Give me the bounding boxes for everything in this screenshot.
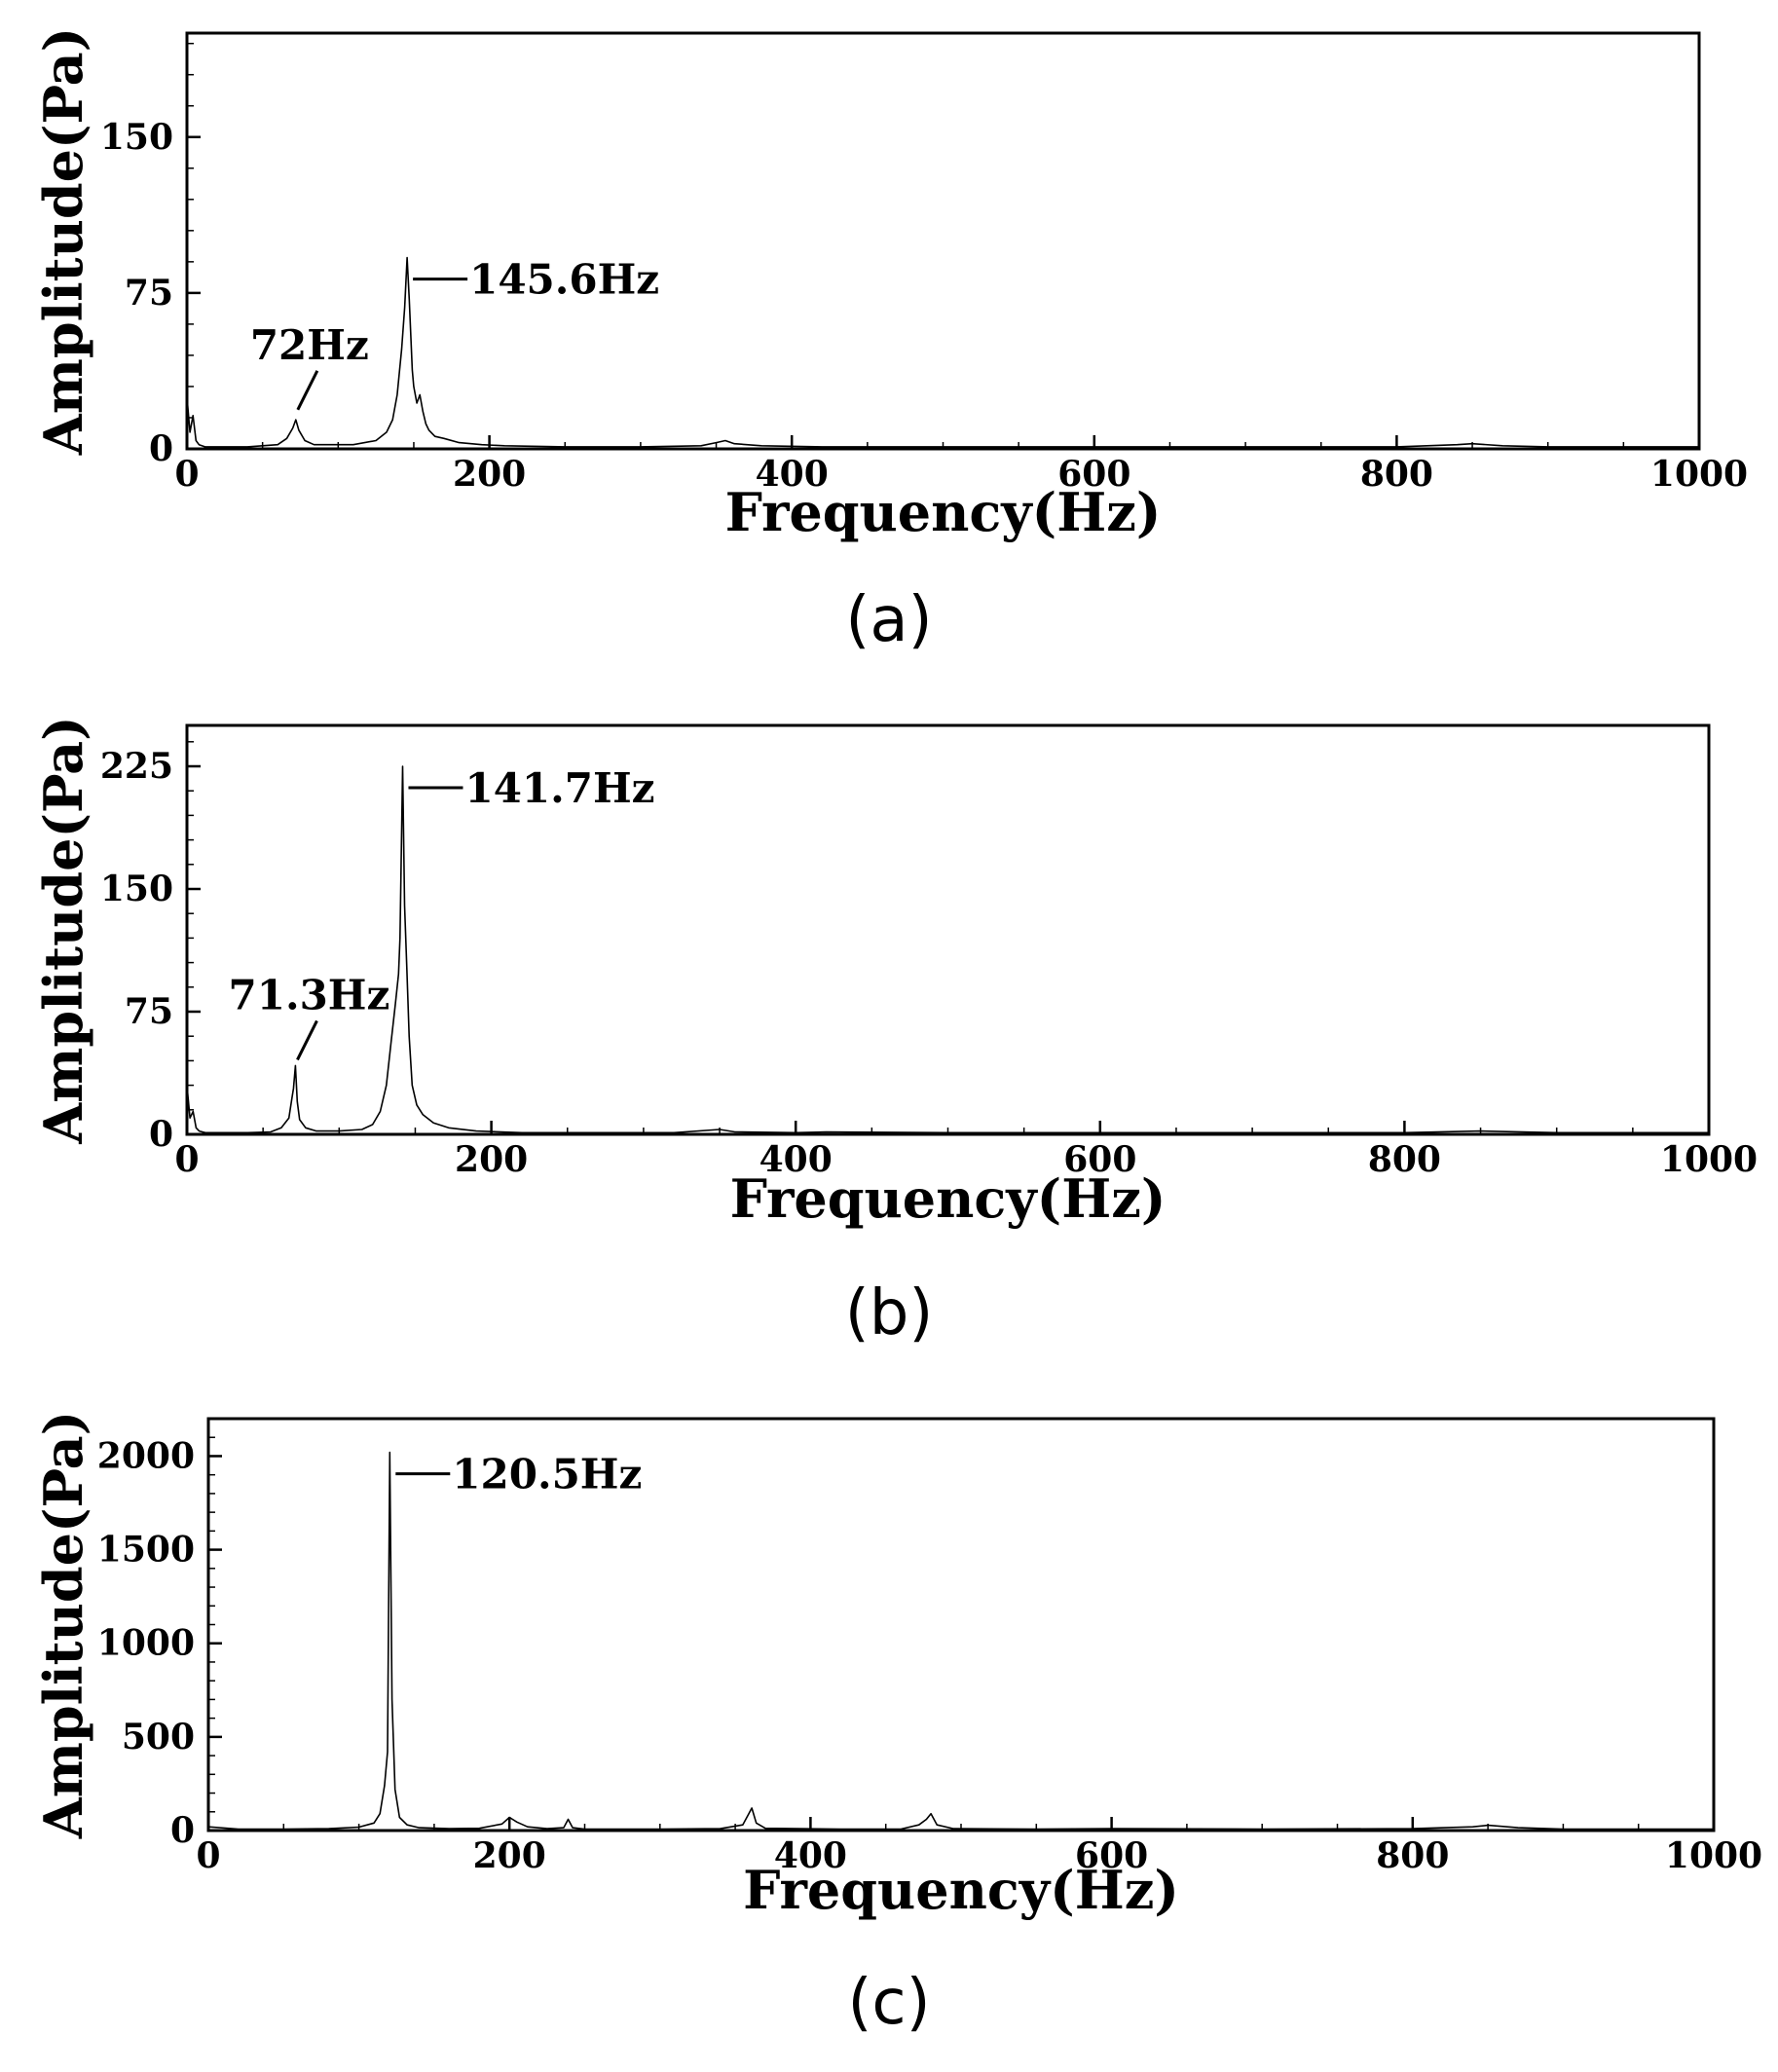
peak-annotation-label: 141.7Hz <box>464 764 654 812</box>
x-tick-label: 800 <box>1360 454 1433 495</box>
subpeak-leader-line <box>296 370 319 411</box>
spectrum-series-line <box>186 256 1699 448</box>
x-axis-title: Frequency(Hz) <box>725 481 1162 543</box>
y-axis-title: Amplitude(Pa) <box>32 1411 94 1839</box>
y-tick-label: 150 <box>100 869 173 909</box>
x-tick-label: 200 <box>455 1139 528 1180</box>
x-tick-label: 400 <box>774 1835 847 1876</box>
chart-panel-c: 0 200 400 600 800 1000 0 500 1000 1500 2000 Frequen… <box>32 1411 1762 2039</box>
y-tick-label: 75 <box>125 273 173 314</box>
plot-frame <box>206 1417 1716 1832</box>
x-tick-label: 1000 <box>1650 454 1748 495</box>
y-axis-title: Amplitude(Pa) <box>32 27 94 456</box>
x-tick-label: 400 <box>756 454 829 495</box>
subpeak-leader-line <box>296 1019 318 1061</box>
panel-label: (b) <box>845 1277 934 1350</box>
x-tick-label: 400 <box>759 1139 833 1180</box>
x-tick-label: 0 <box>174 454 199 495</box>
y-tick-label: 225 <box>100 746 173 787</box>
panel-label: (c) <box>847 1967 930 2039</box>
y-tick-label: 0 <box>149 428 173 469</box>
peak-annotation-label: 120.5Hz <box>452 1451 642 1498</box>
x-tick-label: 200 <box>453 454 526 495</box>
x-tick-label: 800 <box>1368 1139 1441 1180</box>
x-axis-title: Frequency(Hz) <box>730 1167 1167 1230</box>
panel-label: (a) <box>845 584 932 656</box>
x-tick-label: 1000 <box>1665 1835 1762 1876</box>
spectrum-series-line <box>207 1451 1714 1831</box>
peak-annotation-label: 145.6Hz <box>469 256 659 304</box>
y-tick-label: 2000 <box>97 1435 195 1476</box>
chart-panel-a: 0 200 400 600 800 1000 0 75 150 Frequency(Hz) Ampl… <box>32 27 1748 656</box>
x-tick-label: 0 <box>174 1139 199 1180</box>
y-tick-label: 1500 <box>97 1530 195 1571</box>
x-axis-title: Frequency(Hz) <box>743 1859 1179 1921</box>
spectrum-series-line <box>186 765 1709 1134</box>
y-tick-label: 0 <box>170 1810 195 1851</box>
x-tick-label: 200 <box>473 1835 546 1876</box>
subpeak-annotation-label: 71.3Hz <box>229 971 390 1018</box>
x-tick-label: 800 <box>1376 1835 1449 1876</box>
x-tick-label: 600 <box>1063 1139 1136 1180</box>
subpeak-annotation-label: 72Hz <box>250 321 369 369</box>
y-tick-label: 500 <box>122 1717 195 1758</box>
y-tick-label: 1000 <box>97 1623 195 1664</box>
chart-panel-b: 0 200 400 600 800 1000 0 75 150 225 Frequency(Hz) A… <box>32 716 1758 1350</box>
y-tick-label: 150 <box>100 117 173 158</box>
x-tick-label: 0 <box>196 1835 220 1876</box>
x-tick-label: 1000 <box>1660 1139 1758 1180</box>
y-axis-title: Amplitude(Pa) <box>32 716 94 1144</box>
y-tick-label: 0 <box>149 1114 173 1155</box>
x-tick-label: 600 <box>1075 1835 1148 1876</box>
x-tick-label: 600 <box>1057 454 1130 495</box>
y-tick-label: 75 <box>125 991 173 1032</box>
